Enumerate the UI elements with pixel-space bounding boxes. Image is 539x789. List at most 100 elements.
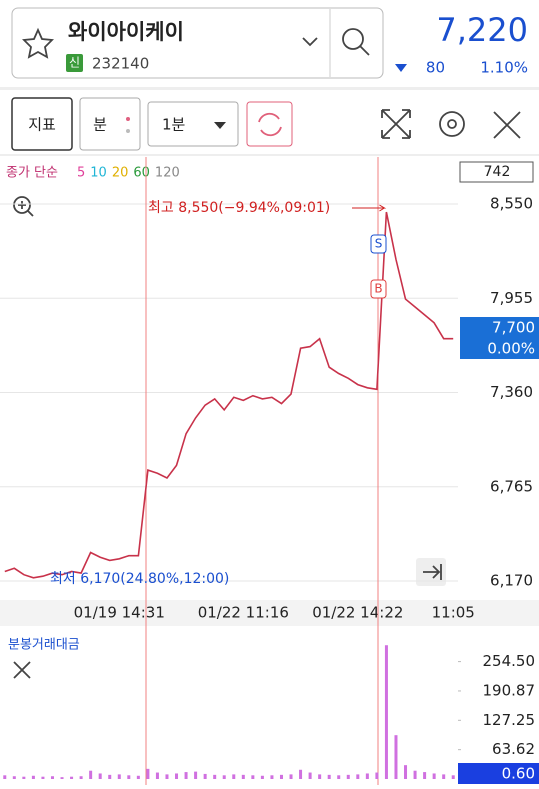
volume-bar	[327, 774, 331, 779]
change-pct: 1.10%	[480, 59, 528, 77]
volume-bar	[375, 772, 379, 779]
price: 7,220	[436, 11, 528, 49]
y-tick-label: 7,360	[490, 383, 533, 401]
settings-icon	[447, 119, 457, 129]
search-icon[interactable]	[359, 45, 370, 56]
y-tick-label: 254.50	[483, 652, 536, 670]
volume-bar	[136, 775, 140, 779]
period-label: 분	[93, 116, 107, 134]
volume-bar	[346, 774, 350, 779]
x-tick-label: 01/22 14:22	[312, 604, 403, 622]
indicator-label: 지표	[28, 116, 56, 134]
volume-bar	[213, 774, 217, 779]
volume-bar	[184, 772, 188, 779]
change: 80	[426, 59, 445, 77]
volume-bar	[70, 776, 74, 779]
volume-bar	[260, 775, 264, 779]
signal-label: S	[375, 237, 383, 251]
dot	[126, 129, 130, 133]
volume-bar	[22, 776, 26, 779]
interval-select[interactable]	[147, 101, 239, 147]
y-tick-label: 127.25	[483, 711, 536, 729]
settings-icon[interactable]	[439, 111, 465, 137]
volume-bar	[232, 774, 236, 779]
stock-name: 와이아이케이	[68, 20, 184, 44]
zoom-icon[interactable]	[13, 196, 31, 214]
tools-icon[interactable]	[493, 111, 521, 139]
volume-bar	[146, 768, 150, 779]
y-tick-label: 6,765	[490, 477, 533, 495]
volume-bar	[127, 775, 131, 779]
volume-bar	[50, 776, 54, 779]
y-tick-label: 7,955	[490, 289, 533, 307]
separator	[0, 87, 539, 90]
volume-bar	[337, 775, 341, 779]
volume-bar	[270, 775, 274, 779]
high-label: 최고 8,550(−9.94%,09:01)	[148, 200, 330, 216]
indicator-button[interactable]	[11, 97, 73, 151]
volume-bar	[365, 773, 369, 779]
volume-bar	[279, 774, 283, 779]
zoom-icon	[18, 201, 34, 217]
period-button[interactable]	[79, 97, 141, 151]
volume-bar	[60, 777, 64, 779]
ma-period: 5	[77, 166, 85, 181]
volume-bar	[308, 772, 312, 779]
last-volume: 0.60	[502, 765, 535, 783]
volume-bar	[98, 773, 102, 779]
volume-title: 분봉거래대금	[8, 638, 80, 653]
volume-bar	[31, 775, 35, 779]
badge-bg	[66, 54, 83, 72]
volume-bar	[413, 770, 417, 779]
close-icon[interactable]	[13, 661, 31, 679]
stock-code: 232140	[92, 55, 149, 73]
refresh-button[interactable]	[246, 101, 293, 147]
volume-bar	[299, 769, 303, 779]
volume-bar	[203, 773, 207, 779]
refresh-icon	[258, 112, 282, 137]
volume-bar	[222, 775, 226, 779]
low-label: 최저 6,170(24.80%,12:00)	[50, 571, 229, 587]
volume-bar	[3, 775, 7, 779]
favorite-icon[interactable]	[22, 27, 54, 59]
volume-bar	[356, 774, 360, 779]
last-price: 7,700	[492, 319, 535, 337]
volume-bar	[432, 773, 436, 779]
volume-bar	[442, 774, 446, 779]
volume-bar	[289, 774, 293, 779]
x-axis-band	[0, 600, 539, 626]
fullscreen-icon[interactable]	[381, 109, 411, 139]
interval-label: 1분	[162, 116, 186, 134]
last-price-box	[460, 317, 539, 359]
ma-label: 종가 단순	[6, 166, 58, 181]
badge: 신	[69, 56, 80, 70]
dropdown-icon[interactable]	[302, 37, 318, 47]
high-arrow	[352, 204, 387, 212]
volume-bar	[117, 774, 121, 779]
down-arrow	[395, 64, 407, 72]
x-tick-label: 11:05	[432, 604, 475, 622]
search-icon[interactable]	[342, 28, 364, 50]
y-tick-label: 6,170	[490, 571, 533, 589]
dot	[126, 117, 130, 121]
search-box[interactable]	[11, 7, 384, 79]
volume-bar	[155, 772, 159, 779]
volume-bar	[423, 772, 427, 779]
volume-bar	[12, 776, 16, 779]
signal-marker	[370, 279, 387, 299]
visible-count: 742	[484, 164, 511, 180]
volume-bar	[394, 735, 398, 779]
last-change: 0.00%	[487, 340, 535, 358]
scroll-end-icon	[423, 564, 442, 580]
ma-period: 20	[112, 166, 129, 181]
y-tick-label: 63.62	[492, 740, 535, 758]
ma-period: 10	[90, 166, 107, 181]
volume-bar	[165, 774, 169, 779]
volume-bar	[241, 774, 245, 779]
x-tick-label: 01/22 11:16	[198, 604, 289, 622]
last-volume-box	[458, 763, 539, 784]
volume-bar	[318, 774, 322, 779]
volume-bar	[251, 775, 255, 779]
price-line	[4, 211, 454, 579]
